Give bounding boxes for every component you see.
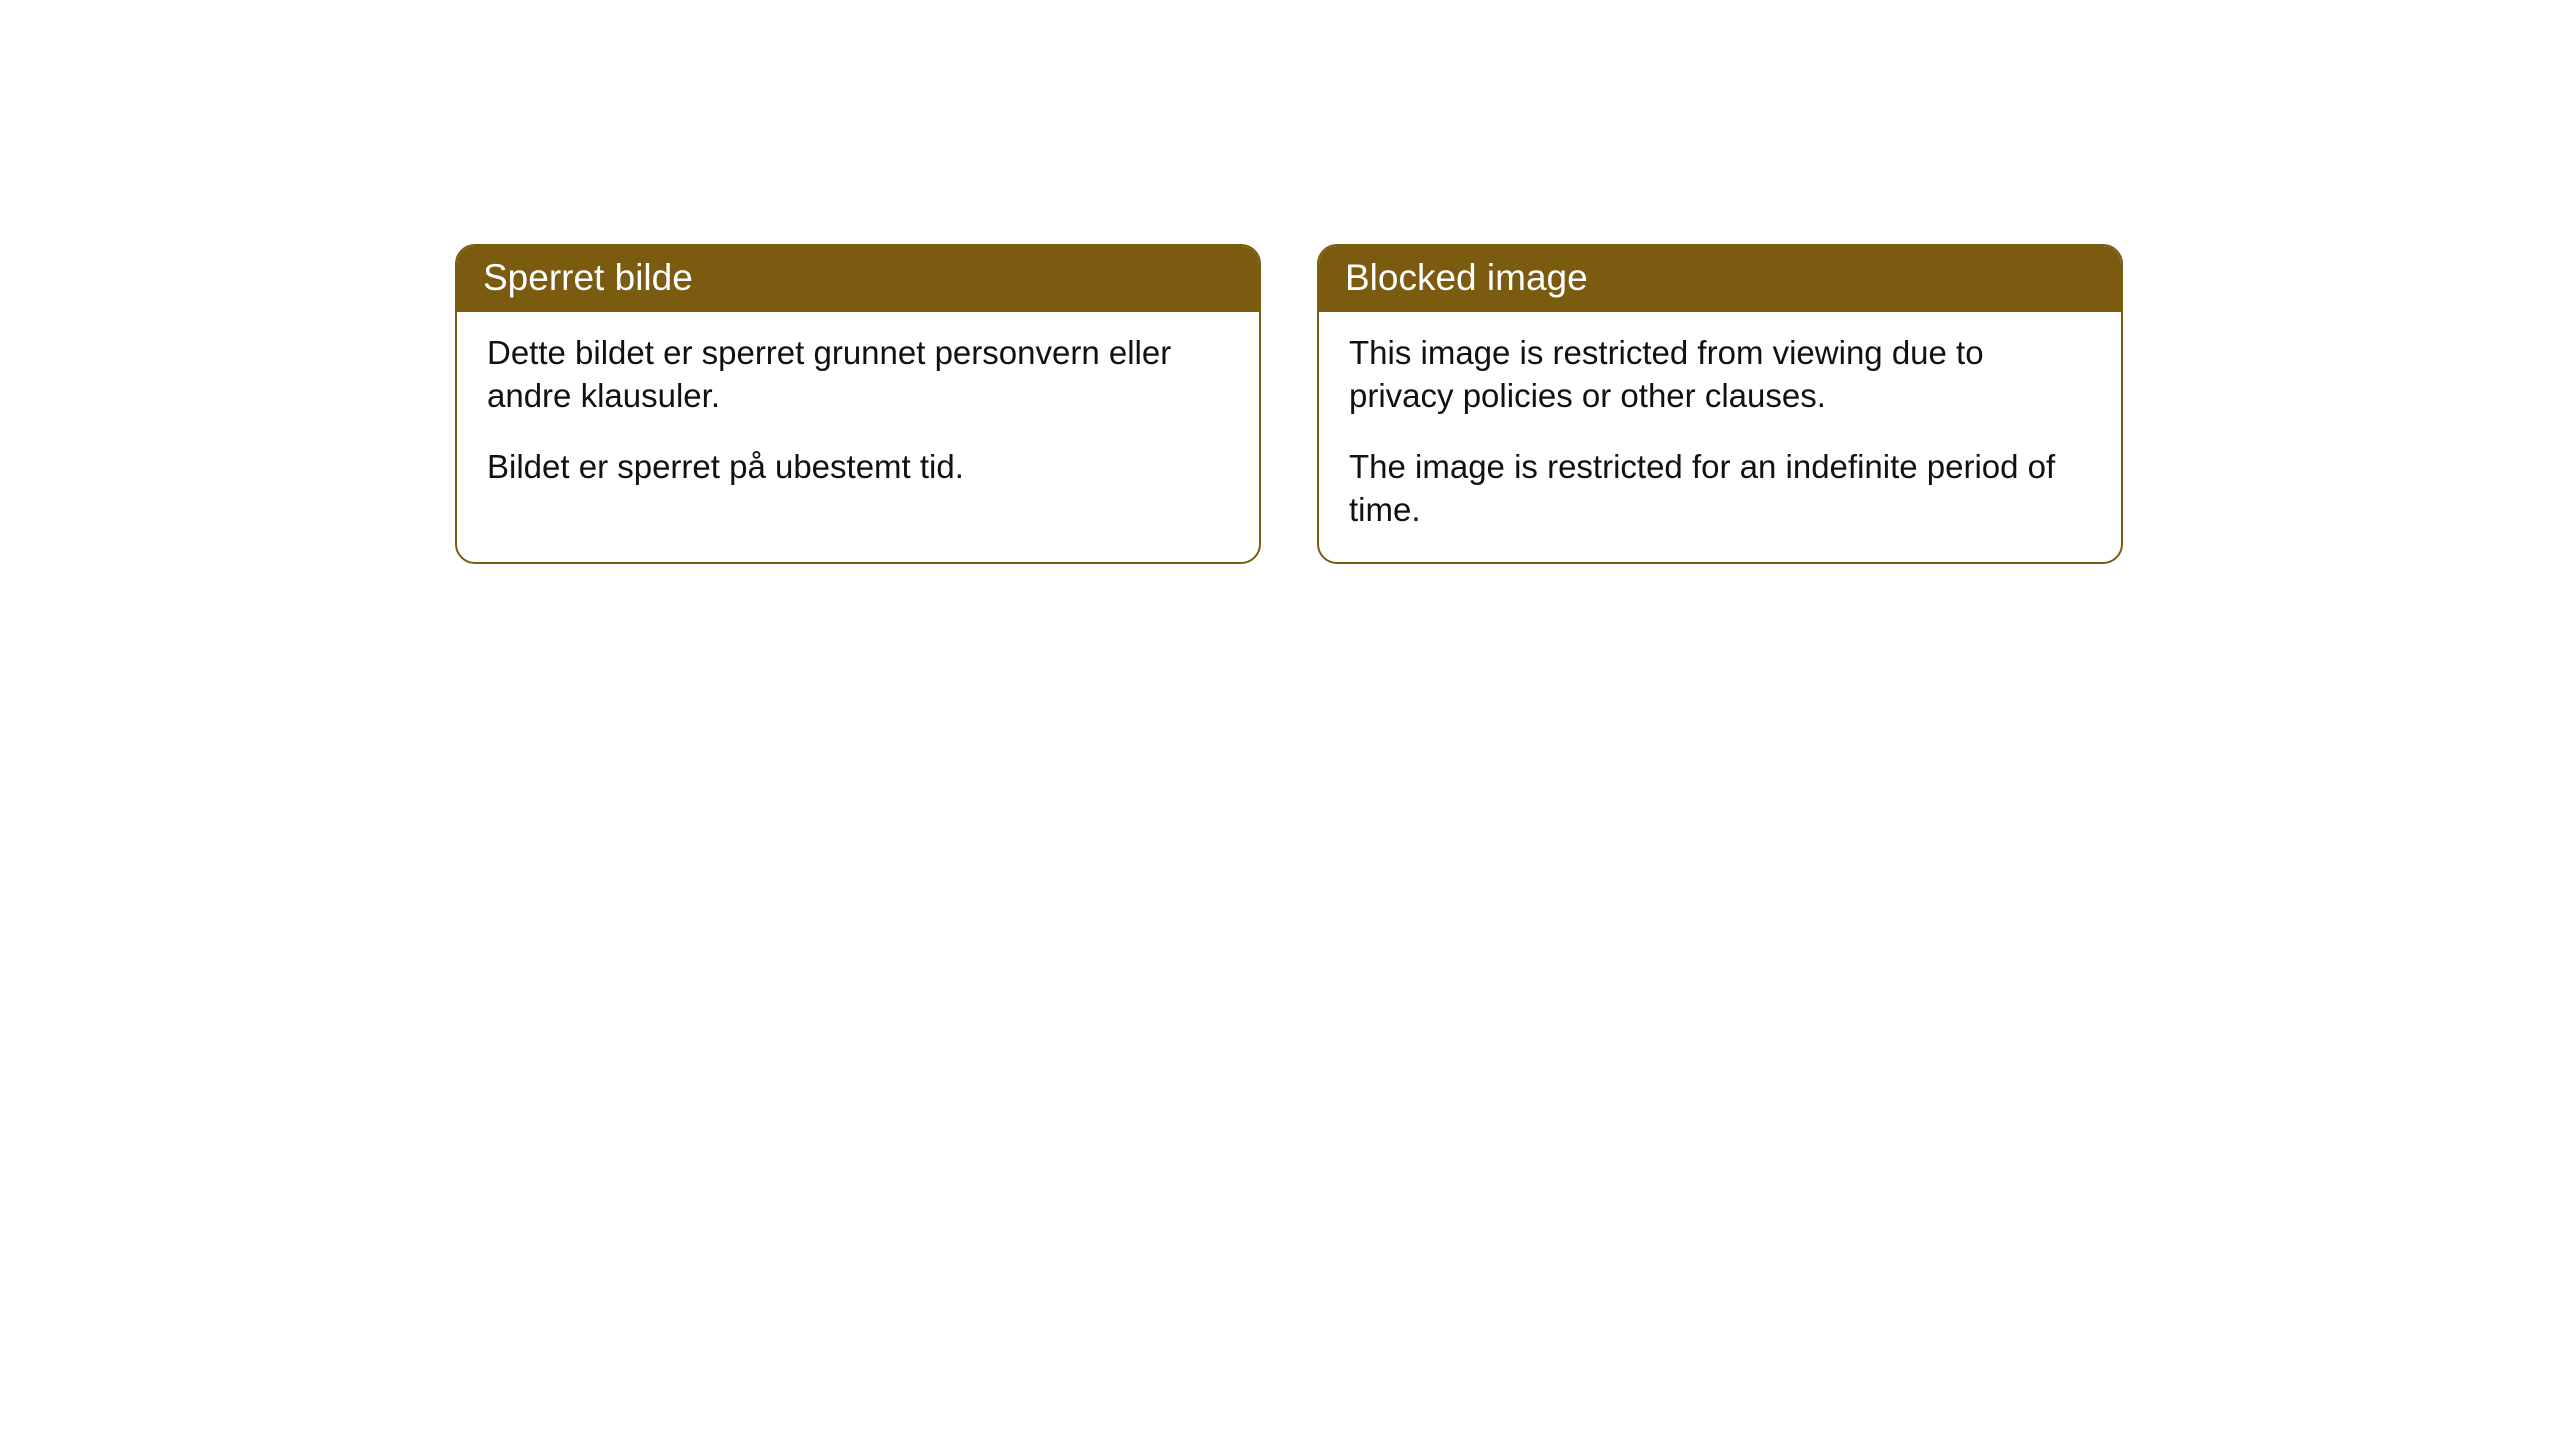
blocked-image-card-norwegian: Sperret bilde Dette bildet er sperret gr… <box>455 244 1261 564</box>
card-paragraph-2-norwegian: Bildet er sperret på ubestemt tid. <box>487 446 1229 489</box>
card-header-english: Blocked image <box>1319 246 2121 312</box>
card-body-norwegian: Dette bildet er sperret grunnet personve… <box>457 312 1259 519</box>
card-paragraph-1-norwegian: Dette bildet er sperret grunnet personve… <box>487 332 1229 418</box>
card-paragraph-2-english: The image is restricted for an indefinit… <box>1349 446 2091 532</box>
cards-container: Sperret bilde Dette bildet er sperret gr… <box>455 244 2123 564</box>
card-body-english: This image is restricted from viewing du… <box>1319 312 2121 562</box>
card-paragraph-1-english: This image is restricted from viewing du… <box>1349 332 2091 418</box>
blocked-image-card-english: Blocked image This image is restricted f… <box>1317 244 2123 564</box>
card-header-norwegian: Sperret bilde <box>457 246 1259 312</box>
